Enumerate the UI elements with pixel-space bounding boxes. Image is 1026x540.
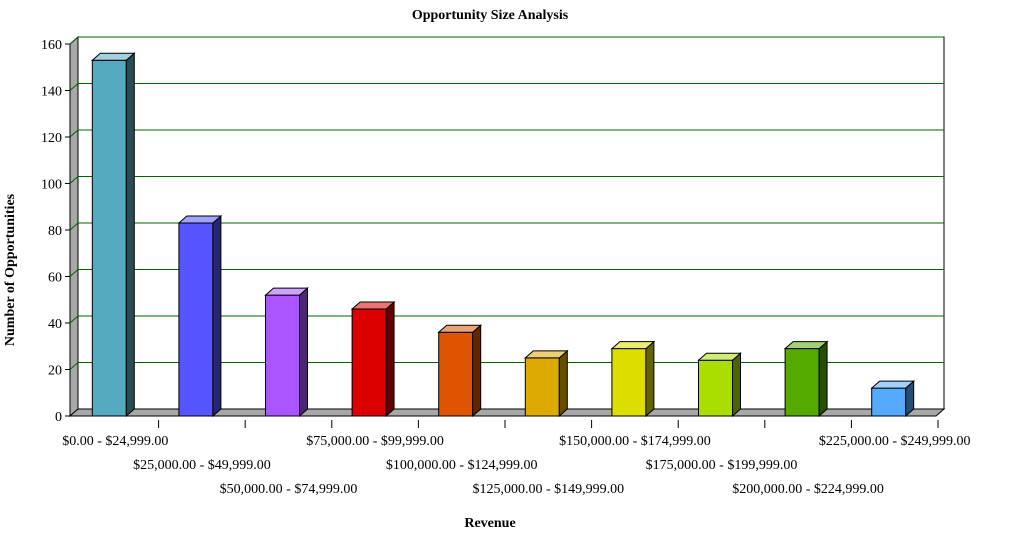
bar-front [351, 308, 387, 417]
y-tick-label: 20 [48, 364, 62, 379]
y-tick-label: 140 [41, 85, 62, 100]
bar-top [177, 215, 223, 224]
bar-front [611, 348, 647, 417]
bar [177, 214, 223, 418]
bar [610, 340, 656, 418]
bar-top [523, 350, 569, 359]
x-tick-label: $50,000.00 - $74,999.00 [220, 482, 358, 497]
bar-top [610, 341, 656, 350]
bar-front [784, 348, 820, 417]
gridline [69, 176, 944, 184]
bar [697, 352, 742, 418]
bar [523, 349, 569, 418]
bar-side [472, 324, 482, 418]
bar [783, 340, 829, 418]
bar-side [125, 52, 135, 418]
bar [437, 324, 483, 418]
bar-front [524, 357, 560, 417]
bar [90, 52, 136, 418]
bars [90, 52, 916, 418]
bar-top [90, 52, 136, 61]
bar [870, 379, 916, 418]
bar [264, 286, 309, 418]
gridline [69, 269, 944, 277]
gridline [69, 315, 944, 324]
gridline [69, 362, 944, 370]
bar-side [385, 300, 395, 418]
bar-front [178, 222, 214, 417]
y-axis-ticks: 0 20 40 60 80 100 120 140 160 [41, 38, 70, 425]
bar-side [818, 340, 828, 418]
x-tick-label: $200,000.00 - $224,999.00 [732, 482, 884, 497]
bar-side [212, 214, 222, 418]
gridlines [69, 36, 944, 370]
x-tick-label: $100,000.00 - $124,999.00 [386, 458, 538, 473]
bar-top [437, 324, 483, 333]
bar-top [350, 301, 396, 310]
y-tick-label: 100 [41, 178, 62, 193]
gridline [69, 36, 944, 45]
x-axis-title: Revenue [464, 516, 515, 531]
x-tick-label: $225,000.00 - $249,999.00 [819, 434, 971, 449]
x-axis-labels: $0.00 - $24,999.00 $25,000.00 - $49,999.0… [62, 420, 971, 497]
bar-top [783, 341, 829, 350]
x-tick-label: $0.00 - $24,999.00 [62, 434, 168, 449]
bar-front [698, 359, 733, 417]
x-tick-label: $25,000.00 - $49,999.00 [133, 458, 271, 473]
bar-front [91, 59, 127, 417]
y-tick-label: 120 [41, 131, 62, 146]
bar-side [732, 352, 741, 418]
y-tick-label: 60 [48, 271, 62, 286]
bar-front [871, 387, 907, 417]
bar-side [299, 286, 308, 418]
bar-side [558, 349, 568, 418]
bar-side [645, 340, 655, 418]
y-tick-label: 0 [55, 410, 62, 425]
x-tick-label: $175,000.00 - $199,999.00 [646, 458, 798, 473]
y-axis-title: Number of Opportunities [3, 193, 18, 346]
x-tick-label: $75,000.00 - $99,999.00 [306, 434, 444, 449]
x-tick-label: $125,000.00 - $149,999.00 [472, 482, 624, 497]
gridline [69, 83, 944, 91]
gridline [69, 222, 944, 231]
bar-top [697, 352, 742, 361]
y-tick-label: 40 [48, 317, 62, 332]
gridline [69, 129, 944, 138]
bar [350, 300, 396, 418]
x-tick-label: $150,000.00 - $174,999.00 [559, 434, 711, 449]
bar-top [870, 380, 916, 389]
y-tick-label: 160 [41, 38, 62, 53]
bar-top [264, 287, 309, 296]
chart-title: Opportunity Size Analysis [412, 8, 569, 23]
bar-front [265, 294, 300, 417]
y-tick-label: 80 [48, 224, 62, 239]
bar-front [438, 331, 474, 417]
